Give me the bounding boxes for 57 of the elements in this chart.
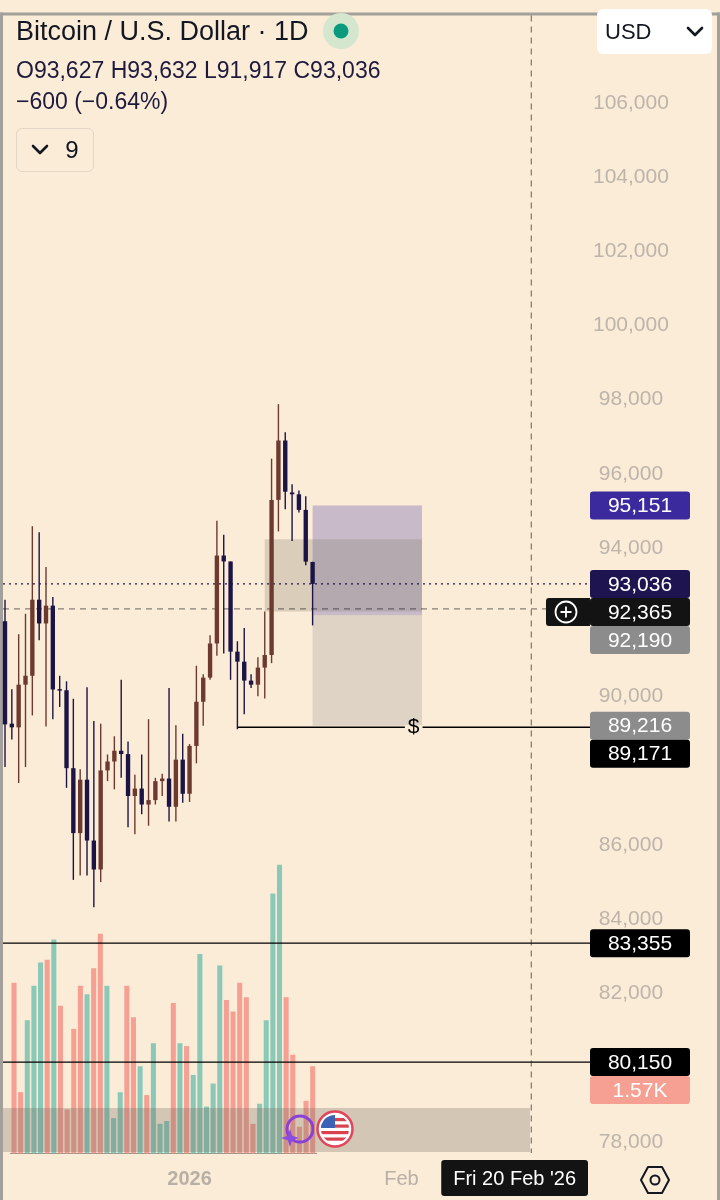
bar xyxy=(124,985,130,1154)
y-tick-label: 104,000 xyxy=(592,163,669,187)
bar xyxy=(84,994,90,1154)
series-label: $ xyxy=(407,714,420,738)
ref-line-label: 80,150 xyxy=(607,1049,673,1073)
bar xyxy=(184,1046,190,1154)
bar xyxy=(144,1095,150,1154)
y-tick-label: 100,000 xyxy=(592,312,669,336)
y-tick-label: 78,000 xyxy=(598,1128,664,1152)
bar xyxy=(91,968,97,1154)
bar xyxy=(223,1000,229,1154)
bar xyxy=(51,939,57,1154)
bar xyxy=(117,1092,123,1154)
bar xyxy=(104,985,110,1154)
ref-line-label: Fri 20 Feb '26 xyxy=(453,1166,576,1189)
bar xyxy=(130,1017,137,1154)
ref-line-label: 83,355 xyxy=(607,930,673,954)
bar xyxy=(137,1066,143,1154)
bar xyxy=(276,864,283,1154)
y-tick-label: 94,000 xyxy=(598,534,664,558)
text: 89,216 xyxy=(607,713,673,737)
bar xyxy=(77,985,83,1154)
y-tick-label: 86,000 xyxy=(598,831,664,855)
x-tick-label: 2026 xyxy=(167,1166,212,1189)
text: 1.57K xyxy=(612,1077,668,1101)
bar xyxy=(257,1103,263,1154)
candlestick xyxy=(289,484,295,542)
ref-line-label: 93,036 xyxy=(607,571,673,595)
y-tick-label: 102,000 xyxy=(592,238,669,262)
bar xyxy=(97,933,103,1154)
candlestick xyxy=(166,688,172,822)
bar xyxy=(177,1043,183,1154)
bar xyxy=(170,1002,176,1154)
data-label: 89,171 xyxy=(607,741,673,765)
bar xyxy=(150,1043,156,1154)
candlestick xyxy=(84,687,90,876)
y-tick-label: 82,000 xyxy=(598,980,664,1004)
currency-dropdown: USD xyxy=(597,9,712,54)
y-tick-label: 96,000 xyxy=(598,460,664,484)
y-tick-label: 106,000 xyxy=(592,89,669,113)
bar xyxy=(44,959,50,1154)
bar xyxy=(57,1005,64,1154)
annotation: −600 (−0.64%) xyxy=(16,88,169,115)
y-tick-label: 84,000 xyxy=(598,906,664,930)
text: 92,190 xyxy=(607,627,673,651)
ref-line-label: 92,365 xyxy=(607,599,673,623)
text: O93,627 H93,632 L91,917 C93,036 xyxy=(16,57,381,84)
collapse-button: 9 xyxy=(16,128,94,172)
y-tick-label: 98,000 xyxy=(598,386,664,410)
chart-title: Bitcoin / U.S. Dollar · 1D xyxy=(16,15,309,47)
bar xyxy=(203,1106,210,1154)
bar xyxy=(38,962,44,1154)
text: 95,151 xyxy=(607,493,673,517)
annotation: 9 xyxy=(65,136,79,164)
x-tick-label: Feb xyxy=(384,1166,419,1189)
bar xyxy=(111,1118,117,1154)
y-tick-label: 90,000 xyxy=(598,683,664,707)
